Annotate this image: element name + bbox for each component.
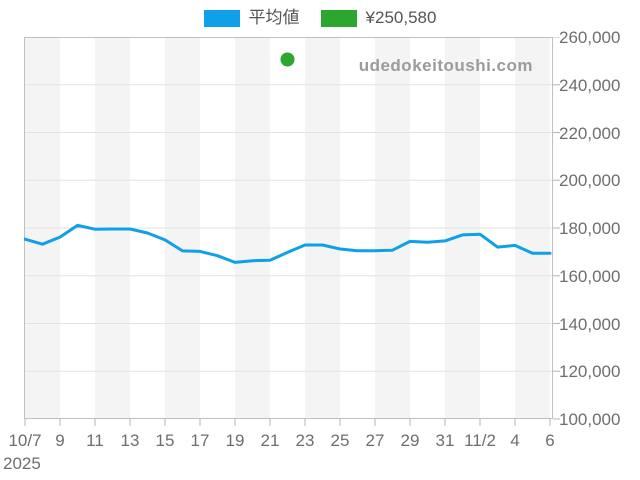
- sale-price-swatch: [320, 9, 357, 27]
- x-axis-tick-label: 15: [155, 431, 175, 450]
- legend-item-sale-price: ¥250,580: [320, 6, 437, 30]
- x-axis-tick-label: 25: [330, 431, 350, 450]
- x-axis-tick-label: 10/7: [8, 431, 42, 450]
- x-axis-tick-label: 19: [225, 431, 245, 450]
- sale-price-marker: [280, 52, 295, 67]
- x-axis-tick-label: 11: [86, 431, 104, 450]
- y-axis-tick-label: 100,000: [559, 410, 621, 429]
- plot-border: [24, 37, 553, 419]
- y-axis-tick-label: 180,000: [559, 219, 621, 238]
- x-axis-year-label: 2025: [3, 454, 41, 473]
- x-axis-tick-label: 13: [120, 431, 140, 450]
- sale-price-label: ¥250,580: [365, 8, 437, 27]
- x-axis-tick-label: 31: [435, 431, 455, 450]
- y-axis-tick-label: 200,000: [559, 171, 621, 191]
- x-axis-tick-label: 21: [260, 431, 280, 450]
- x-axis-tick-label: 29: [400, 431, 420, 450]
- x-axis-tick-label: 4: [510, 431, 520, 450]
- watermark-text: udedokeitoushi.com: [358, 56, 533, 75]
- average-price-line: [24, 223, 552, 264]
- average-price-label: 平均値: [248, 8, 300, 27]
- legend-item-average-price: 平均値: [203, 6, 300, 30]
- x-axis-tick-label: 6: [545, 431, 555, 450]
- chart-plot-area: [24, 37, 560, 426]
- x-axis-tick-label: 23: [295, 431, 315, 450]
- average-price-swatch: [203, 9, 240, 27]
- chart-legend: 平均値 ¥250,580: [0, 6, 640, 30]
- y-axis-tick-label: 220,000: [559, 123, 621, 143]
- y-axis-tick-label: 240,000: [559, 75, 621, 95]
- x-axis-tick-label: 11/2: [464, 431, 496, 450]
- y-axis-tick-label: 140,000: [559, 314, 621, 334]
- x-axis-tick-label: 17: [190, 431, 210, 450]
- y-axis-tick-label: 160,000: [559, 266, 621, 286]
- x-axis-tick-label: 9: [55, 431, 65, 450]
- x-axis-tick-label: 27: [365, 431, 385, 450]
- y-axis-tick-label: 260,000: [559, 28, 621, 47]
- y-axis-tick-label: 120,000: [559, 362, 621, 382]
